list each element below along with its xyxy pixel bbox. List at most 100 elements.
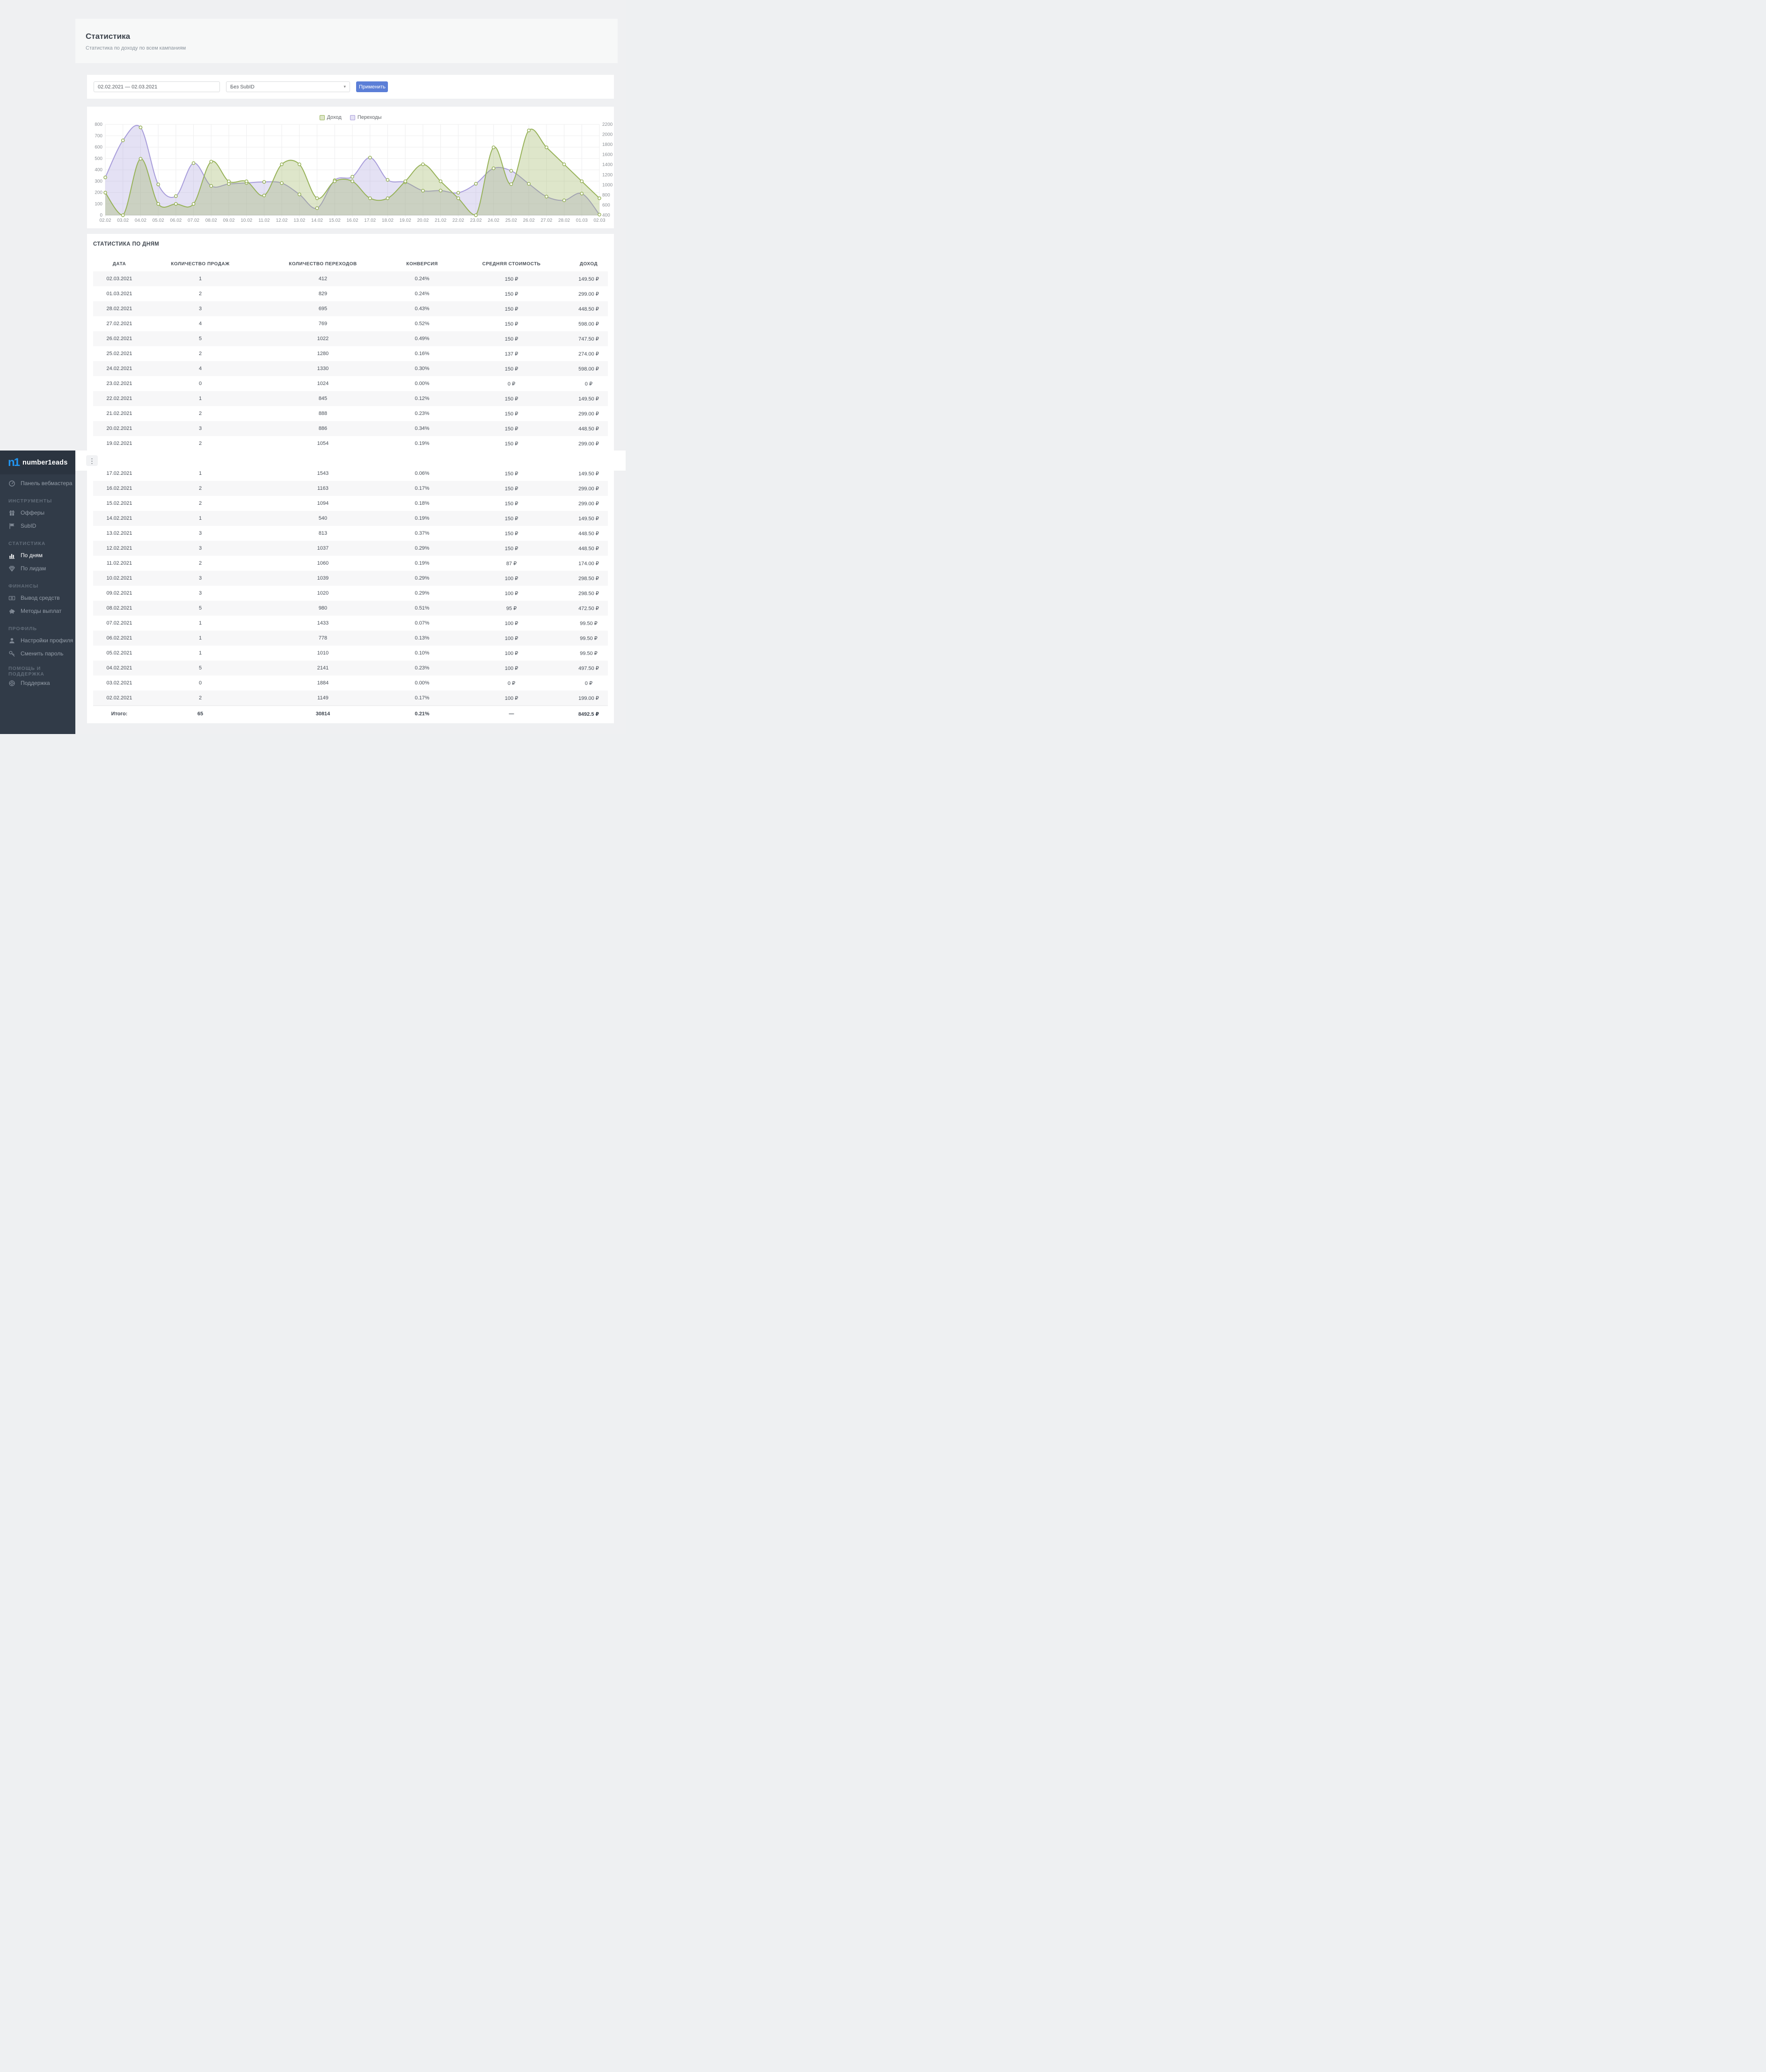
table-cell: 87 ₽ bbox=[506, 560, 517, 567]
table-cell: 0.19% bbox=[415, 441, 430, 446]
table-row: 16.02.2021 2 1163 0.17% 150 ₽ 299.00 ₽ bbox=[93, 481, 608, 496]
table-cell: 1037 bbox=[317, 545, 329, 551]
table-cell: 0.10% bbox=[415, 650, 430, 656]
legend-item-transitions[interactable]: Переходы bbox=[350, 115, 382, 120]
table-cell: 95 ₽ bbox=[506, 605, 517, 611]
table-cell: 298.50 ₽ bbox=[578, 590, 599, 596]
table-row: 03.02.2021 0 1884 0.00% 0 ₽ 0 ₽ bbox=[93, 676, 608, 691]
sidebar-item-label: Офферы bbox=[21, 509, 45, 516]
svg-text:200: 200 bbox=[95, 190, 102, 196]
sidebar-item-by-leads[interactable]: По лидам bbox=[0, 562, 75, 575]
banknote-icon bbox=[8, 595, 15, 602]
table-cell: 09.02.2021 bbox=[106, 590, 132, 596]
column-header: КОЛИЧЕСТВО ПЕРЕХОДОВ bbox=[289, 261, 357, 267]
table-cell: 0.29% bbox=[415, 575, 430, 581]
sidebar-item-support[interactable]: Поддержка bbox=[0, 676, 75, 690]
table-cell: 274.00 ₽ bbox=[578, 351, 599, 357]
svg-text:1400: 1400 bbox=[602, 162, 613, 167]
sidebar-item-subid[interactable]: SubID bbox=[0, 519, 75, 532]
sidebar-item-payout-methods[interactable]: Методы выплат bbox=[0, 604, 75, 618]
table-cell: 448.50 ₽ bbox=[578, 531, 599, 537]
legend-label: Переходы bbox=[357, 115, 382, 120]
svg-text:15.02: 15.02 bbox=[329, 218, 341, 223]
table-cell: 1433 bbox=[317, 620, 329, 626]
table-cell: 150 ₽ bbox=[504, 276, 518, 282]
sidebar-item-label: Панель вебмастера bbox=[21, 480, 73, 487]
svg-text:09.02: 09.02 bbox=[223, 218, 234, 223]
svg-text:24.02: 24.02 bbox=[488, 218, 499, 223]
table-row: 23.02.2021 0 1024 0.00% 0 ₽ 0 ₽ bbox=[93, 376, 608, 391]
table-cell: 1020 bbox=[317, 590, 329, 596]
table-cell: 497.50 ₽ bbox=[578, 665, 599, 671]
table-row: 02.02.2021 2 1149 0.17% 100 ₽ 199.00 ₽ bbox=[93, 691, 608, 705]
sidebar-item-withdraw[interactable]: Вывод средств bbox=[0, 591, 75, 604]
table-row: 15.02.2021 2 1094 0.18% 150 ₽ 299.00 ₽ bbox=[93, 496, 608, 511]
table-cell: 2 bbox=[198, 351, 202, 356]
table-cell: 3 bbox=[198, 426, 202, 431]
table-cell: 0.29% bbox=[415, 590, 430, 596]
column-header: ДОХОД bbox=[579, 261, 598, 267]
key-icon bbox=[8, 650, 15, 657]
table-cell: 1010 bbox=[317, 650, 329, 656]
svg-text:02.03: 02.03 bbox=[593, 218, 605, 223]
table-cell: 25.02.2021 bbox=[106, 351, 132, 356]
column-header: КОНВЕРСИЯ bbox=[406, 261, 438, 267]
table-cell: 0.17% bbox=[415, 695, 430, 701]
table-row: 22.02.2021 1 845 0.12% 150 ₽ 149.50 ₽ bbox=[93, 391, 608, 406]
table-cell: 02.03.2021 bbox=[106, 276, 132, 282]
table-cell: 0 ₽ bbox=[584, 680, 593, 686]
table-header-row: ДАТА КОЛИЧЕСТВО ПРОДАЖ КОЛИЧЕСТВО ПЕРЕХОДО… bbox=[93, 256, 608, 271]
table-cell: 22.02.2021 bbox=[106, 396, 132, 401]
svg-text:28.02: 28.02 bbox=[558, 218, 570, 223]
legend-item-income[interactable]: Доход bbox=[319, 115, 342, 120]
sidebar-item-profile-settings[interactable]: Настройки профиля bbox=[0, 634, 75, 647]
piggy-bank-icon bbox=[8, 608, 15, 615]
table-cell: 1024 bbox=[317, 381, 329, 386]
table-cell: 150 ₽ bbox=[504, 545, 518, 552]
sidebar-item-by-days[interactable]: По дням bbox=[0, 549, 75, 562]
table-cell: 695 bbox=[318, 306, 328, 312]
table-cell: 0.30% bbox=[415, 366, 430, 371]
table-cell: 12.02.2021 bbox=[106, 545, 132, 551]
date-range-input[interactable] bbox=[94, 81, 220, 92]
table-cell: 0.49% bbox=[415, 336, 430, 342]
table-cell: 1163 bbox=[317, 486, 328, 491]
svg-text:20.02: 20.02 bbox=[417, 218, 429, 223]
column-header: ДАТА bbox=[112, 261, 126, 267]
svg-text:2000: 2000 bbox=[602, 132, 613, 138]
table-cell: 0.12% bbox=[415, 396, 430, 401]
app-header-band: ⋮ bbox=[75, 451, 626, 471]
table-cell: 845 bbox=[318, 396, 328, 401]
svg-text:1800: 1800 bbox=[602, 142, 613, 147]
table-cell: 1280 bbox=[317, 351, 329, 356]
apply-button[interactable]: Применить bbox=[356, 81, 388, 92]
table-cell: 0.19% bbox=[415, 516, 430, 521]
menu-toggle-button[interactable]: ⋮ bbox=[86, 455, 98, 466]
subid-select[interactable]: Без SubID ▾ bbox=[226, 81, 350, 92]
chart-card: Доход Переходы 02.02 03.02 04.02 05.02 06.02 0… bbox=[87, 107, 614, 228]
svg-text:1200: 1200 bbox=[602, 173, 613, 178]
sidebar-menu: Панель вебмастера ИНСТРУМЕНТЫ Офферы SubID С… bbox=[0, 474, 75, 690]
table-cell: 3 bbox=[198, 590, 202, 596]
table-cell: 598.00 ₽ bbox=[578, 321, 599, 327]
svg-text:100: 100 bbox=[95, 202, 102, 207]
table-cell: 2 bbox=[198, 441, 202, 446]
table-cell: 02.02.2021 bbox=[106, 695, 132, 701]
table-cell: 2 bbox=[198, 695, 202, 701]
svg-text:02.02: 02.02 bbox=[99, 218, 111, 223]
table-cell: 1 bbox=[198, 516, 202, 521]
table-cell: 199.00 ₽ bbox=[578, 695, 599, 701]
svg-text:19.02: 19.02 bbox=[400, 218, 411, 223]
table-cell: 0.07% bbox=[415, 620, 430, 626]
sidebar-section-label: ФИНАНСЫ bbox=[8, 583, 39, 589]
table-cell: 15.02.2021 bbox=[106, 501, 132, 506]
sidebar-item-dashboard[interactable]: Панель вебмастера bbox=[0, 477, 75, 490]
legend-swatch-income bbox=[319, 115, 325, 120]
flag-icon bbox=[8, 523, 15, 530]
table-cell: 21.02.2021 bbox=[106, 411, 132, 416]
bar-chart-icon bbox=[8, 552, 15, 559]
sidebar-item-change-password[interactable]: Сменить пароль bbox=[0, 647, 75, 660]
table-cell: 0 ₽ bbox=[507, 381, 516, 387]
totals-cell: 30814 bbox=[315, 711, 330, 717]
sidebar-item-offers[interactable]: Офферы bbox=[0, 506, 75, 519]
